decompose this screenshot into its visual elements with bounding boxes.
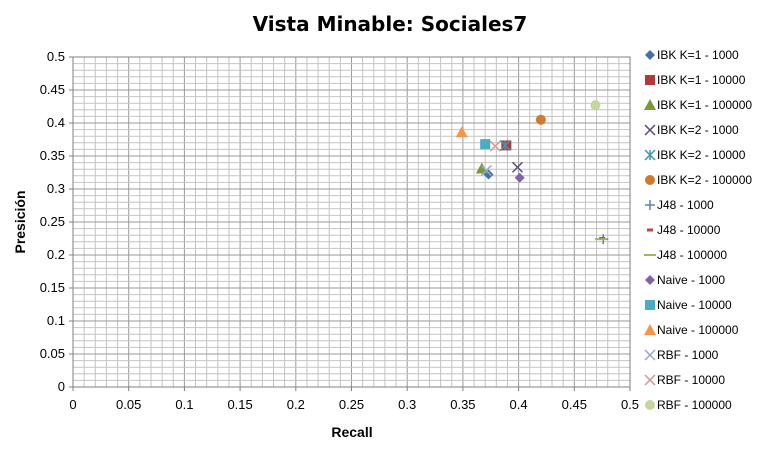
data-point: [499, 139, 511, 151]
y-tick-label: 0.4: [47, 115, 65, 130]
legend-marker: [644, 149, 656, 161]
x-tick-label: 0.25: [339, 397, 364, 412]
data-point: [514, 172, 525, 183]
legend-label: Naive - 100000: [657, 323, 739, 337]
x-tick-label: 0.1: [175, 397, 193, 412]
legend-marker: [644, 324, 656, 335]
legend-marker: [644, 374, 656, 386]
legend-label: RBF - 100000: [657, 398, 732, 412]
data-points: [455, 100, 609, 245]
legend-marker: [644, 349, 656, 361]
y-tick-label: 0.15: [40, 280, 65, 295]
legend-marker: [644, 254, 656, 256]
legend-marker: [645, 75, 655, 85]
data-point: [475, 162, 488, 174]
chart-title: Vista Minable: Sociales7: [253, 12, 528, 36]
legend-marker: [644, 99, 656, 110]
data-point: [511, 161, 524, 173]
legend-label: RBF - 1000: [657, 348, 719, 362]
y-tick-label: 0.3: [47, 181, 65, 196]
legend-label: IBK K=2 - 1000: [657, 123, 739, 137]
legend: IBK K=1 - 1000 IBK K=1 - 10000 IBK K=1 - 1…: [644, 48, 752, 412]
legend-marker: [645, 300, 655, 310]
legend-label: J48 - 100000: [657, 248, 727, 262]
legend-label: IBK K=1 - 1000: [657, 48, 739, 62]
x-tick-label: 0.4: [510, 397, 528, 412]
legend-label: J48 - 1000: [657, 198, 714, 212]
data-point: [455, 126, 468, 138]
x-tick-label: 0.3: [398, 397, 416, 412]
data-point: [595, 238, 608, 241]
legend-marker: [645, 50, 655, 60]
legend-label: Naive - 10000: [657, 298, 732, 312]
y-tick-label: 0.25: [40, 214, 65, 229]
x-tick-label: 0.05: [116, 397, 141, 412]
legend-label: RBF - 10000: [657, 373, 725, 387]
data-point: [590, 100, 601, 111]
y-tick-label: 0.1: [47, 313, 65, 328]
legend-marker: [645, 175, 655, 185]
legend-label: IBK K=1 - 100000: [657, 98, 752, 112]
legend-marker: [647, 228, 653, 232]
y-axis-title: Presición: [12, 190, 28, 253]
data-point: [480, 164, 492, 177]
x-tick-label: 0.15: [227, 397, 252, 412]
y-tick-label: 0.35: [40, 148, 65, 163]
y-tick-label: 0: [58, 379, 65, 394]
data-point: [535, 114, 546, 125]
y-axis-ticks: 0 0.05 0.1 0.15 0.2 0.25 0.3 0.35 0.4 0.45 0.5: [40, 49, 73, 394]
y-tick-label: 0.5: [47, 49, 65, 64]
x-axis-ticks: 0 0.05 0.1 0.15 0.2 0.25 0.3 0.35 0.4 0.45 0.5: [69, 387, 639, 412]
legend-label: Naive - 1000: [657, 273, 725, 287]
y-tick-label: 0.2: [47, 247, 65, 262]
y-tick-label: 0.05: [40, 346, 65, 361]
legend-marker: [644, 124, 656, 136]
legend-marker: [645, 275, 655, 285]
legend-marker: [645, 400, 655, 410]
legend-label: IBK K=2 - 100000: [657, 173, 752, 187]
legend-label: IBK K=1 - 10000: [657, 73, 746, 87]
legend-marker: [645, 200, 655, 210]
x-tick-label: 0.2: [287, 397, 305, 412]
x-tick-label: 0.35: [450, 397, 475, 412]
data-point: [501, 140, 512, 151]
legend-label: J48 - 10000: [657, 223, 721, 237]
chart-grid: [72, 56, 631, 388]
x-tick-label: 0.5: [621, 397, 639, 412]
legend-label: IBK K=2 - 10000: [657, 148, 746, 162]
data-point: [489, 140, 501, 152]
data-point: [480, 139, 491, 150]
y-tick-label: 0.45: [40, 82, 65, 97]
x-axis-title: Recall: [331, 424, 372, 440]
x-tick-label: 0.45: [562, 397, 587, 412]
x-tick-label: 0: [69, 397, 76, 412]
